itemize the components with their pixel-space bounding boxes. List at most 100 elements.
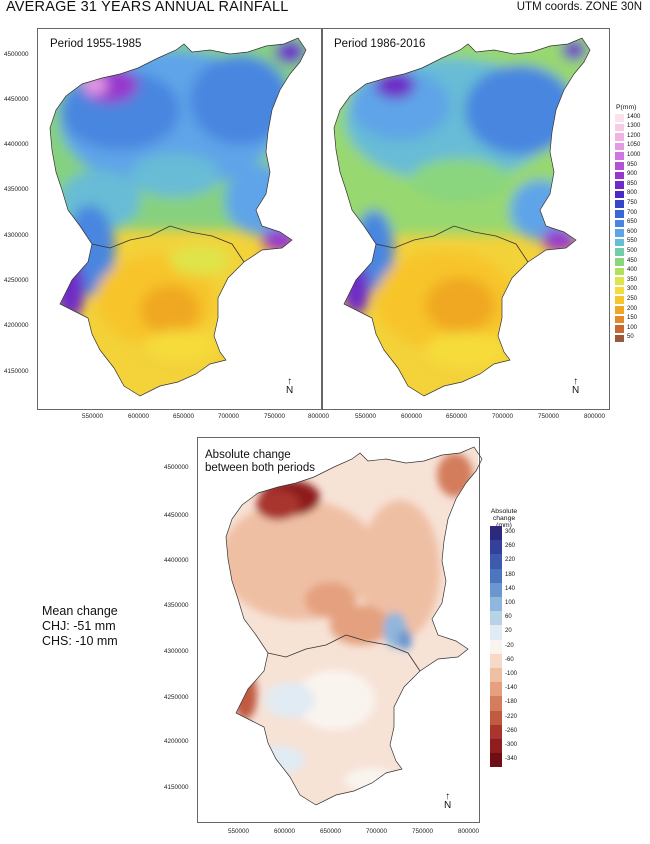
map-title-1955-1985: Period 1955-1985: [50, 38, 142, 50]
x-tick: 550000: [82, 413, 104, 420]
change-legend-swatch: [490, 696, 502, 711]
precip-legend-label: 850: [627, 180, 638, 187]
y-tick: 4150000: [4, 368, 29, 375]
precip-legend-swatch: [615, 306, 624, 314]
precip-legend-label: 250: [627, 295, 638, 302]
precip-legend-swatch: [615, 171, 624, 180]
change-legend-swatch: [490, 639, 502, 654]
precip-legend-label: 100: [627, 324, 638, 331]
change-legend-label: 260: [505, 543, 516, 550]
map-title-1986-2016: Period 1986-2016: [334, 38, 426, 50]
precip-legend-label: 650: [627, 219, 638, 226]
x-tick: 650000: [173, 413, 195, 420]
precip-legend-label: 1400: [627, 113, 641, 120]
change-legend-label: -220: [505, 713, 518, 720]
precip-legend-label: 400: [627, 267, 638, 274]
change-legend-swatch: [490, 554, 502, 569]
y-tick: 4500000: [164, 464, 189, 471]
north-arrow-icon: ↑ N: [444, 791, 452, 811]
precip-legend-swatch: [615, 133, 624, 141]
precip-legend-swatch: [615, 315, 624, 324]
y-tick: 4200000: [4, 322, 29, 329]
change-legend-swatch: [490, 668, 502, 683]
x-tick: 800000: [584, 413, 606, 420]
rainfall-map-1986-2016: [333, 37, 591, 397]
change-legend-label: -180: [505, 699, 518, 706]
x-tick: 750000: [412, 828, 434, 835]
precip-legend-label: 900: [627, 171, 638, 178]
precip-legend-label: 800: [627, 190, 638, 197]
x-tick: 700000: [366, 828, 388, 835]
change-legend-label: -20: [505, 642, 514, 649]
x-tick: 600000: [401, 413, 423, 420]
change-legend-label: 300: [505, 529, 516, 535]
precip-legend-swatch: [615, 334, 624, 343]
y-tick: 4250000: [164, 694, 189, 701]
y-tick: 4400000: [4, 141, 29, 148]
precip-legend-label: 500: [627, 247, 638, 254]
map-title-change: Absolute change between both periods: [205, 449, 315, 475]
x-tick: 800000: [458, 828, 480, 835]
change-legend-label: 100: [505, 600, 516, 606]
y-tick: 4450000: [4, 96, 29, 103]
mean-change-chs: CHS: -10 mm: [42, 634, 118, 648]
change-legend-swatch: [490, 625, 502, 640]
y-tick: 4250000: [4, 277, 29, 284]
rainfall-map-1955-1985: [49, 37, 307, 397]
north-arrow-label: N: [444, 800, 452, 811]
change-legend-label: 220: [505, 557, 516, 564]
precip-legend-swatch: [615, 219, 624, 228]
north-arrow-label: N: [572, 385, 580, 396]
precip-legend-swatch: [615, 267, 624, 276]
change-legend-label: 140: [505, 585, 516, 592]
precip-legend-swatch: [615, 229, 624, 237]
x-tick: 750000: [264, 413, 286, 420]
x-tick: 550000: [228, 828, 250, 835]
x-tick: 600000: [128, 413, 150, 420]
x-tick: 700000: [218, 413, 240, 420]
precip-legend-label: 600: [627, 228, 638, 235]
rainfall-change-map: [225, 446, 483, 806]
y-tick: 4400000: [164, 557, 189, 564]
x-tick: 700000: [492, 413, 514, 420]
precip-legend-label: 950: [627, 161, 638, 168]
change-legend-swatch: [490, 540, 502, 555]
change-legend-label: -100: [505, 671, 518, 677]
north-arrow-icon: ↑ N: [572, 376, 580, 396]
precip-legend-label: 200: [627, 305, 638, 312]
x-tick: 800000: [308, 413, 330, 420]
north-arrow-label: N: [286, 385, 294, 396]
precip-legend-label: 1300: [627, 123, 641, 130]
precip-legend-label: 50: [627, 334, 634, 341]
change-legend-swatch: [490, 568, 502, 583]
change-title-line2: between both periods: [205, 462, 315, 474]
change-legend-label: -340: [505, 756, 518, 763]
precip-legend-label: 750: [627, 199, 638, 206]
y-tick: 4350000: [164, 602, 189, 609]
y-tick: 4450000: [164, 512, 189, 519]
precip-legend-label: 350: [627, 276, 638, 283]
change-legend-swatch: [490, 682, 502, 697]
x-tick: 650000: [320, 828, 342, 835]
change-legend-swatch: [490, 724, 502, 739]
y-tick: 4350000: [4, 186, 29, 193]
change-legend-label: 20: [505, 628, 512, 635]
precip-legend-label: 1000: [627, 151, 641, 158]
precip-legend-swatch: [615, 248, 624, 256]
precip-legend-label: 1200: [627, 132, 641, 139]
change-legend-swatch: [490, 653, 502, 668]
change-legend-label: -300: [505, 742, 518, 748]
precip-legend-label: 700: [627, 209, 638, 216]
change-legend-swatch: [490, 753, 502, 768]
precip-legend-label: 1050: [627, 142, 641, 149]
change-legend-label: 180: [505, 571, 516, 578]
precip-legend-swatch: [615, 210, 624, 218]
precip-legend-label: 450: [627, 257, 638, 264]
change-legend-swatch: [490, 710, 502, 725]
x-tick: 750000: [538, 413, 560, 420]
change-legend-title-line1: Absolute: [490, 508, 518, 515]
precip-legend-swatch: [615, 258, 624, 266]
change-legend-swatch: [490, 739, 502, 754]
precip-legend-swatch: [615, 286, 624, 295]
